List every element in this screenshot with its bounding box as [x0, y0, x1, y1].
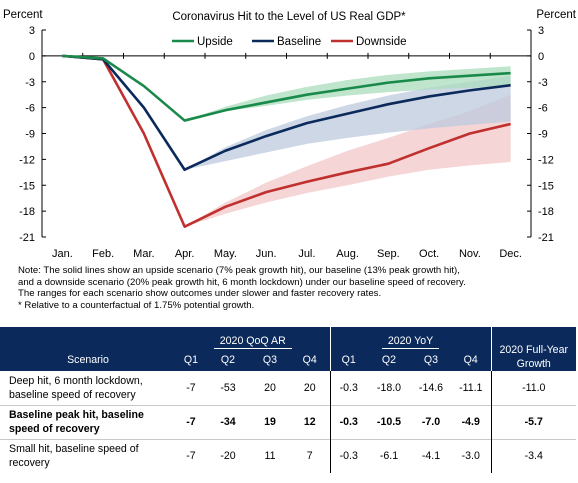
- y-tick-label-left: -18: [19, 206, 35, 218]
- full-year-value: -11.0: [490, 371, 576, 405]
- upside-range-band: [184, 66, 511, 121]
- yoy-value: -6.1: [367, 438, 411, 473]
- qoq-value: -7: [176, 404, 206, 439]
- y-tick-label-right: -3: [538, 77, 548, 89]
- scenario-name: Small hit, baseline speed of recovery: [0, 438, 176, 473]
- qoq-value: -34: [206, 404, 250, 439]
- y-tick-label-left: -9: [25, 129, 35, 141]
- y-axis-label-left: Percent: [3, 9, 43, 21]
- upside-series-line: [62, 54, 511, 122]
- qoq-value: 11: [250, 438, 290, 473]
- downside-series-line: [62, 54, 511, 228]
- y-tick-label-left: -21: [19, 232, 35, 244]
- yoy-q1-header: Q1: [329, 349, 367, 371]
- yoy-value: -0.3: [329, 404, 367, 439]
- gdp-chart: 3 3 0 0 -3 -3 -6 -6 -9 -9 -12 -12 -15 -15 -18 -18 -21 -21…: [3, 9, 577, 260]
- y-tick-label-left: -15: [19, 180, 35, 192]
- table-row: Baseline peak hit, baseline speed of rec…: [0, 404, 576, 439]
- x-tick-label: Jul.: [298, 248, 315, 260]
- yoy-value: -10.5: [367, 404, 411, 439]
- y-tick-label-right: -6: [538, 103, 548, 115]
- y-tick-label-right: -15: [538, 180, 554, 192]
- qoq-value: -53: [220, 381, 236, 394]
- yoy-value: -4.9: [451, 404, 491, 439]
- qoq-q3-header: Q3: [250, 349, 290, 371]
- full-year-header: 2020 Full-Year Growth: [490, 327, 576, 371]
- yoy-q3-header: Q3: [411, 349, 451, 371]
- scenario-header: Scenario: [0, 349, 176, 371]
- x-tick-label: Mar.: [133, 248, 154, 260]
- yoy-q2-header: Q2: [367, 349, 411, 371]
- qoq-q2-header: Q2: [206, 349, 250, 371]
- x-tick-label: Jan.: [52, 248, 73, 260]
- x-tick-label: May.: [214, 248, 237, 260]
- yoy-value: -11.1: [459, 381, 483, 394]
- y-tick-label-right: -21: [538, 232, 554, 244]
- qoq-q4-header: Q4: [290, 349, 330, 371]
- table-row: Small hit, baseline speed of recovery -7…: [0, 438, 576, 473]
- qoq-value: 20: [264, 381, 276, 394]
- qoq-value: 7: [290, 438, 330, 473]
- y-tick-label-right: 3: [538, 25, 544, 37]
- qoq-value: -7: [176, 438, 206, 473]
- y-tick-label-right: -12: [538, 154, 554, 166]
- yoy-value: -7.0: [411, 404, 451, 439]
- note-line: and a downside scenario (20% peak growth…: [18, 276, 466, 288]
- y-tick-label-right: 0: [538, 51, 544, 63]
- y-axis-label-right: Percent: [536, 9, 576, 21]
- yoy-value: -4.1: [411, 438, 451, 473]
- x-tick-label: Dec.: [499, 248, 522, 260]
- qoq-q1-header: Q1: [176, 349, 206, 371]
- scenario-name: Deep hit, 6 month lockdown, baseline spe…: [9, 374, 143, 401]
- yoy-value: -14.6: [418, 381, 444, 394]
- x-tick-label: Nov.: [459, 248, 481, 260]
- x-tick-label: Sep.: [377, 248, 400, 260]
- downside-legend-label: Downside: [356, 36, 407, 48]
- x-tick-label: Aug.: [336, 248, 359, 260]
- baseline-series-line: [62, 54, 511, 172]
- qoq-value: 19: [250, 404, 290, 439]
- scenario-lines: [62, 54, 511, 228]
- yoy-value: -18.0: [376, 381, 402, 394]
- baseline-range-band: [184, 75, 511, 170]
- y-tick-label-right: -18: [538, 206, 554, 218]
- scenario-header-spacer: [0, 327, 176, 349]
- yoy-value: -0.3: [329, 438, 367, 473]
- x-tick-label: Apr.: [175, 248, 195, 260]
- chart-legend: Upside Baseline Downside: [172, 36, 407, 48]
- footnote-line: * Relative to a counterfactual of 1.75% …: [18, 299, 255, 311]
- yoy-value: -3.0: [451, 438, 491, 473]
- x-tick-label: Feb.: [92, 248, 114, 260]
- note-line: The ranges for each scenario show outcom…: [18, 288, 382, 300]
- yoy-value: -0.3: [329, 371, 367, 405]
- qoq-value: 20: [303, 381, 316, 394]
- y-tick-label-left: -3: [25, 77, 35, 89]
- chart-title: Coronavirus Hit to the Level of US Real …: [172, 11, 406, 23]
- qoq-group-header: 2020 QoQ AR: [176, 327, 330, 349]
- scenario-range-bands: [184, 66, 511, 227]
- upside-legend-label: Upside: [197, 36, 233, 48]
- chart-labels: 3 3 0 0 -3 -3 -6 -6 -9 -9 -12 -12 -15 -15 -18 -18 -21 -21…: [3, 9, 577, 260]
- scenario-name: Baseline peak hit, baseline speed of rec…: [0, 404, 176, 439]
- full-year-value: -3.4: [490, 438, 576, 473]
- qoq-value: -7: [186, 381, 196, 394]
- x-tick-label: Jun.: [256, 248, 277, 260]
- table-row: Deep hit, 6 month lockdown, baseline spe…: [0, 371, 576, 405]
- y-tick-label-left: -6: [25, 103, 35, 115]
- scenario-table: 2020 QoQ AR 2020 YoY 2020 Full-Year Grow…: [0, 327, 576, 473]
- y-tick-label-left: -12: [19, 154, 35, 166]
- note-line: Note: The solid lines show an upside sce…: [18, 265, 460, 276]
- qoq-value: -20: [206, 438, 250, 473]
- y-tick-label-right: -9: [538, 129, 548, 141]
- full-year-value: -5.7: [490, 404, 576, 439]
- chart-axes: [41, 29, 532, 238]
- x-tick-label: Oct.: [419, 248, 439, 260]
- y-tick-label-left: 0: [29, 51, 35, 63]
- yoy-group-header: 2020 YoY: [329, 327, 491, 349]
- yoy-q4-header: Q4: [451, 349, 491, 371]
- y-tick-label-left: 3: [29, 25, 35, 37]
- qoq-value: 12: [290, 404, 330, 439]
- chart-note: Note: The solid lines show an upside sce…: [18, 265, 573, 311]
- baseline-legend-label: Baseline: [277, 36, 321, 48]
